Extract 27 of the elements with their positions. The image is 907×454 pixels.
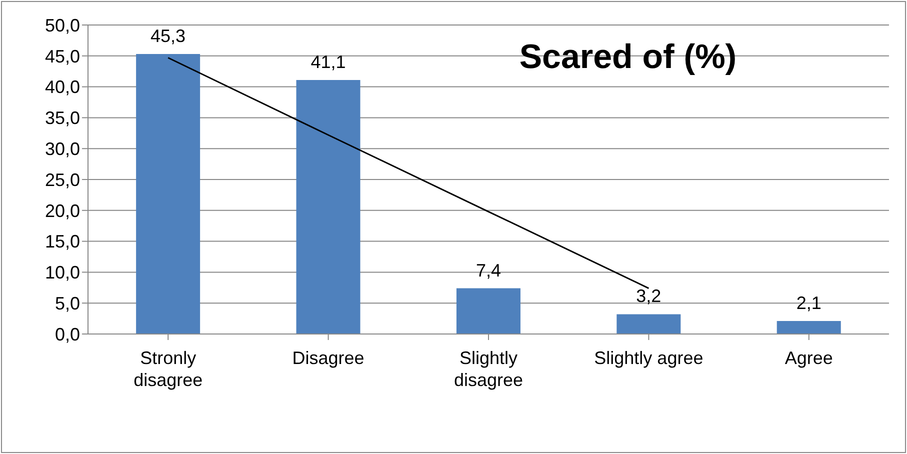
x-tick-label: Stronly disagree: [134, 348, 203, 390]
y-tick-label: 25,0: [44, 170, 80, 190]
y-tick-label: 0,0: [54, 324, 80, 344]
bar: [616, 314, 681, 334]
x-tick-label: Slightly agree: [594, 348, 704, 368]
chart-title: Scared of (%): [519, 38, 737, 76]
x-tick-label: Agree: [784, 348, 833, 368]
bar: [456, 288, 520, 334]
y-tick-label: 35,0: [44, 108, 80, 128]
y-tick-label: 40,0: [44, 77, 80, 98]
y-tick-label: 50,0: [44, 15, 80, 36]
data-label: 45,3: [150, 26, 186, 46]
y-tick-label: 15,0: [44, 232, 80, 252]
y-tick-label: 5,0: [54, 293, 80, 314]
bar: [776, 321, 841, 334]
y-tick-label: 10,0: [44, 262, 80, 283]
data-label: 3,2: [636, 286, 662, 306]
data-label: 2,1: [796, 293, 822, 314]
data-label: 7,4: [476, 260, 501, 280]
y-tick-label: 45,0: [44, 46, 80, 66]
x-tick-label: Slightly disagree: [454, 348, 524, 390]
y-tick-label: 30,0: [44, 138, 80, 159]
y-tick-label: 20,0: [44, 200, 80, 221]
data-label: 41,1: [310, 52, 346, 72]
bar: [136, 54, 200, 334]
bar: [296, 80, 360, 334]
x-tick-label: Disagree: [292, 348, 364, 368]
